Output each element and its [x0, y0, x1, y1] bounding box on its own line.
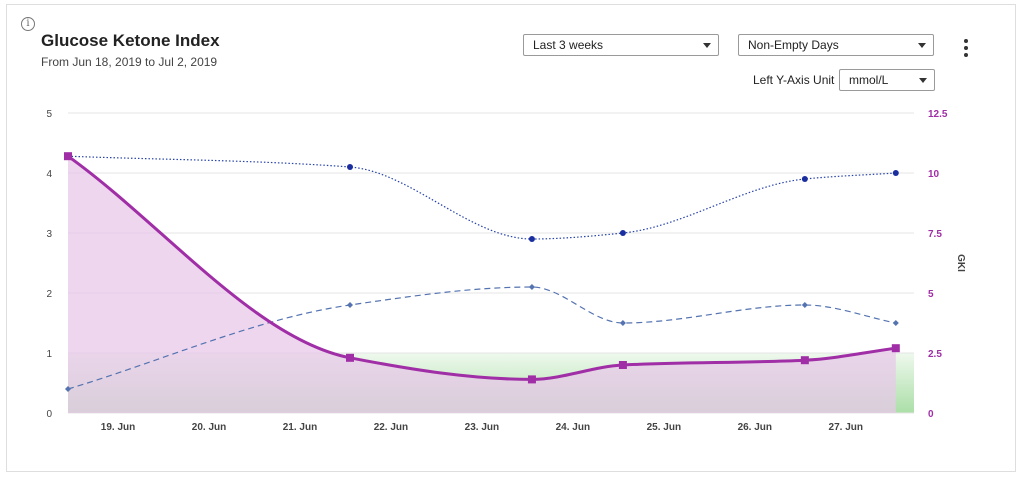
- dashed-series-point: [801, 302, 808, 308]
- right-y-tick-label: 2.5: [928, 349, 942, 360]
- chevron-down-icon: [918, 43, 926, 48]
- dotted-series-line: [67, 155, 896, 240]
- left-axis-unit-label: Left Y-Axis Unit: [753, 73, 835, 87]
- x-tick-label: 23. Jun: [465, 422, 499, 433]
- day-filter-value: Non-Empty Days: [748, 38, 839, 52]
- right-y-tick-label: 5: [928, 289, 934, 300]
- dashed-series-point: [528, 284, 535, 290]
- gki-point: [618, 361, 627, 369]
- dotted-series-point: [892, 170, 899, 176]
- left-y-tick-label: 0: [46, 409, 52, 420]
- right-y-tick-label: 10: [928, 169, 940, 180]
- day-filter-select[interactable]: Non-Empty Days: [738, 34, 934, 56]
- right-y-tick-label: 0: [928, 409, 934, 420]
- dotted-series-point: [528, 236, 535, 242]
- gki-point: [891, 344, 900, 353]
- right-y-tick-label: 7.5: [928, 229, 942, 240]
- x-tick-label: 22. Jun: [374, 422, 408, 433]
- x-tick-label: 25. Jun: [647, 422, 681, 433]
- x-tick-label: 19. Jun: [101, 422, 135, 433]
- left-axis-unit-value: mmol/L: [849, 73, 889, 87]
- dashed-series-point: [347, 302, 353, 308]
- dashed-series-point: [619, 320, 626, 326]
- gki-point: [64, 152, 72, 161]
- gki-area-fill: [68, 156, 896, 413]
- right-y-axis-label: GKI: [955, 254, 966, 272]
- gki-point: [527, 375, 536, 384]
- dashed-series-point: [65, 386, 71, 392]
- left-y-tick-label: 2: [46, 289, 52, 300]
- gki-point: [800, 356, 809, 365]
- right-y-tick-label: 12.5: [928, 109, 948, 120]
- dashed-series-line: [67, 286, 896, 390]
- chart-title: Glucose Ketone Index: [41, 31, 220, 50]
- dotted-series-point: [347, 164, 353, 170]
- gki-point: [346, 353, 354, 362]
- info-icon[interactable]: i: [21, 17, 35, 31]
- x-tick-label: 26. Jun: [738, 422, 772, 433]
- dotted-series-point: [801, 176, 808, 182]
- chart-date-range: From Jun 18, 2019 to Jul 2, 2019: [41, 55, 218, 69]
- x-tick-label: 21. Jun: [283, 422, 317, 433]
- dashed-series-point: [892, 320, 899, 326]
- left-axis-unit-select[interactable]: mmol/L: [839, 69, 935, 91]
- x-tick-label: 24. Jun: [556, 422, 590, 433]
- chevron-down-icon: [703, 43, 711, 48]
- dotted-series-point: [619, 230, 626, 236]
- left-y-tick-label: 4: [46, 169, 52, 180]
- chevron-down-icon: [919, 78, 927, 83]
- left-y-tick-label: 1: [46, 349, 52, 360]
- x-tick-label: 20. Jun: [192, 422, 226, 433]
- time-range-select[interactable]: Last 3 weeks: [523, 34, 719, 56]
- more-vertical-icon[interactable]: [961, 39, 971, 57]
- left-y-tick-label: 5: [46, 109, 52, 120]
- x-tick-label: 27. Jun: [829, 422, 863, 433]
- left-y-tick-label: 3: [46, 229, 52, 240]
- time-range-value: Last 3 weeks: [533, 38, 604, 52]
